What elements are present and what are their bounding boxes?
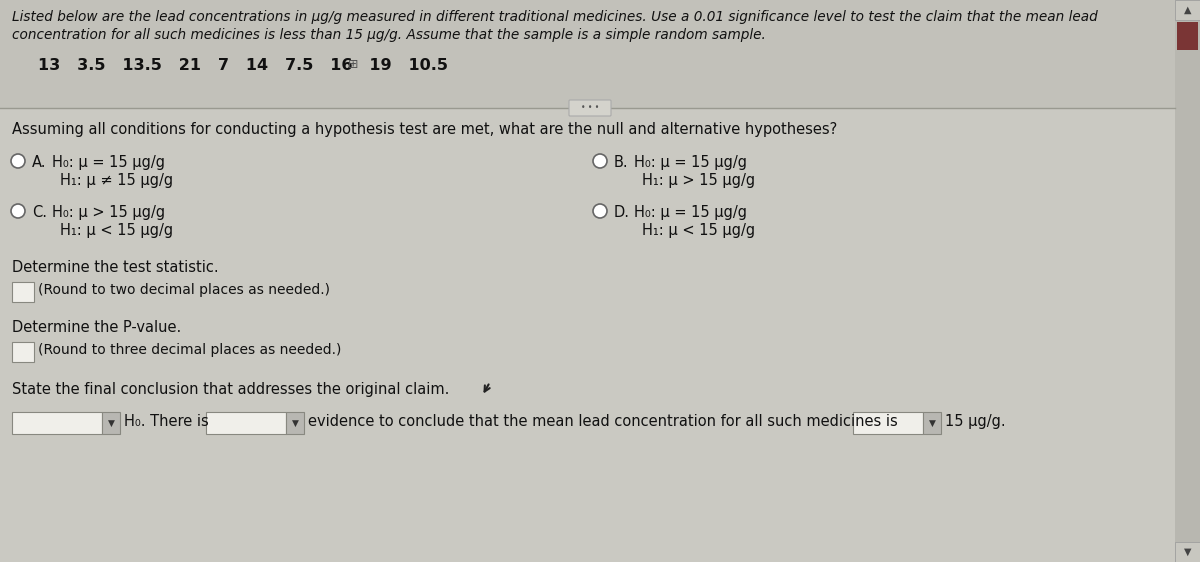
Text: A.: A. (32, 155, 47, 170)
Circle shape (11, 154, 25, 168)
FancyBboxPatch shape (853, 412, 923, 434)
Text: 15 μg/g.: 15 μg/g. (946, 414, 1006, 429)
Text: B.: B. (614, 155, 629, 170)
FancyBboxPatch shape (1175, 0, 1200, 562)
FancyBboxPatch shape (1177, 22, 1198, 50)
Text: H₁: μ > 15 μg/g: H₁: μ > 15 μg/g (642, 173, 755, 188)
Text: Listed below are the lead concentrations in μg/g measured in different tradition: Listed below are the lead concentrations… (12, 10, 1098, 24)
FancyBboxPatch shape (12, 282, 34, 302)
Text: Assuming all conditions for conducting a hypothesis test are met, what are the n: Assuming all conditions for conducting a… (12, 122, 838, 137)
FancyBboxPatch shape (923, 412, 941, 434)
FancyBboxPatch shape (1175, 0, 1200, 20)
Text: H₀: μ = 15 μg/g: H₀: μ = 15 μg/g (52, 155, 166, 170)
Text: • • •: • • • (581, 103, 599, 112)
Text: H₀. There is: H₀. There is (124, 414, 209, 429)
FancyBboxPatch shape (569, 100, 611, 116)
Text: (Round to three decimal places as needed.): (Round to three decimal places as needed… (38, 343, 341, 357)
Text: H₁: μ ≠ 15 μg/g: H₁: μ ≠ 15 μg/g (60, 173, 173, 188)
Circle shape (593, 204, 607, 218)
Text: H₀: μ = 15 μg/g: H₀: μ = 15 μg/g (634, 205, 746, 220)
FancyBboxPatch shape (286, 412, 304, 434)
FancyBboxPatch shape (1175, 542, 1200, 562)
Text: ▼: ▼ (108, 419, 114, 428)
Text: ▼: ▼ (929, 419, 936, 428)
Circle shape (593, 154, 607, 168)
Text: ▲: ▲ (1183, 5, 1192, 15)
Text: D.: D. (614, 205, 630, 220)
Text: H₀: μ = 15 μg/g: H₀: μ = 15 μg/g (634, 155, 746, 170)
Text: (Round to two decimal places as needed.): (Round to two decimal places as needed.) (38, 283, 330, 297)
Text: concentration for all such medicines is less than 15 μg/g. Assume that the sampl: concentration for all such medicines is … (12, 28, 766, 42)
FancyBboxPatch shape (0, 0, 1175, 108)
Text: C.: C. (32, 205, 47, 220)
Text: evidence to conclude that the mean lead concentration for all such medicines is: evidence to conclude that the mean lead … (308, 414, 898, 429)
Text: H₁: μ < 15 μg/g: H₁: μ < 15 μg/g (642, 223, 755, 238)
Circle shape (11, 204, 25, 218)
FancyBboxPatch shape (206, 412, 286, 434)
Text: ⊞: ⊞ (348, 58, 359, 71)
FancyBboxPatch shape (12, 412, 102, 434)
FancyBboxPatch shape (102, 412, 120, 434)
Text: ▼: ▼ (1183, 547, 1192, 557)
Text: 13   3.5   13.5   21   7   14   7.5   16   19   10.5: 13 3.5 13.5 21 7 14 7.5 16 19 10.5 (38, 58, 448, 73)
Text: H₁: μ < 15 μg/g: H₁: μ < 15 μg/g (60, 223, 173, 238)
Text: Determine the P-value.: Determine the P-value. (12, 320, 181, 335)
Text: Determine the test statistic.: Determine the test statistic. (12, 260, 218, 275)
Text: State the final conclusion that addresses the original claim.: State the final conclusion that addresse… (12, 382, 449, 397)
Text: ▼: ▼ (292, 419, 299, 428)
Text: H₀: μ > 15 μg/g: H₀: μ > 15 μg/g (52, 205, 166, 220)
FancyBboxPatch shape (12, 342, 34, 362)
